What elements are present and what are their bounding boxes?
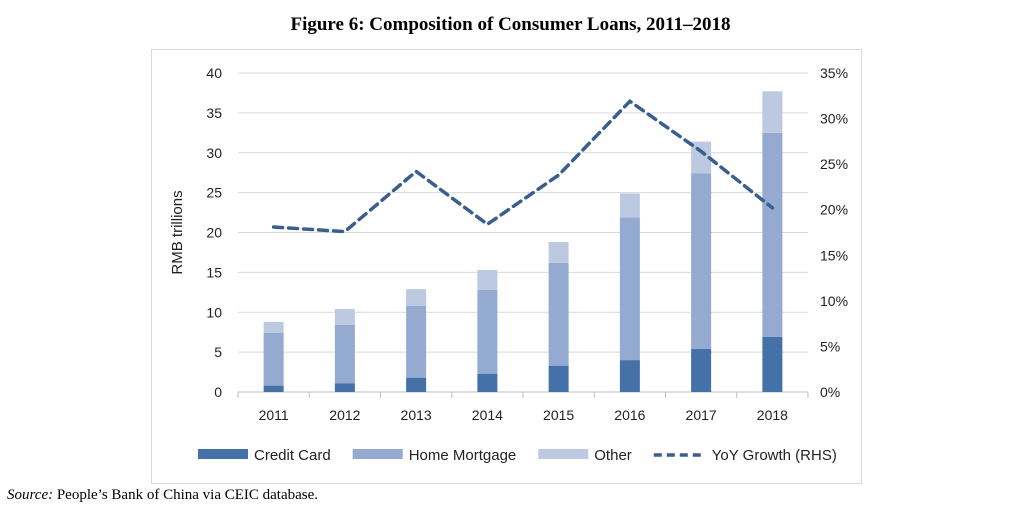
y-tick-label: 25 [206,185,222,201]
bar-credit-card [406,377,427,392]
legend-label: Home Mortgage [409,447,517,464]
source-note: Source: People’s Bank of China via CEIC … [7,487,319,503]
bar-home-mortgage [334,325,355,384]
y2-tick-label: 15% [820,247,848,263]
bar-home-mortgage [762,132,783,337]
legend-label: Other [594,447,632,464]
legend-label: YoY Growth (RHS) [712,447,837,464]
bar-credit-card [334,383,355,392]
y2-tick-label: 30% [820,111,848,127]
x-tick-label: 2016 [614,407,645,423]
legend-swatch [538,449,589,459]
bar-credit-card [263,385,284,392]
y-tick-label: 20 [206,225,222,241]
x-tick-label: 2012 [329,407,360,423]
bar-home-mortgage [619,217,640,361]
y-tick-label: 30 [206,145,222,161]
y2-tick-label: 5% [820,338,840,354]
y-tick-label: 15 [206,264,222,280]
bar-other [619,193,640,218]
y-tick-label: 0 [214,384,222,400]
y-tick-label: 35 [206,105,222,121]
y2-tick-label: 0% [820,384,840,400]
chart-frame [151,49,862,484]
bar-other [263,321,284,333]
x-tick-label: 2015 [543,407,574,423]
legend-label: Credit Card [254,447,331,464]
bar-home-mortgage [477,289,498,374]
y2-tick-label: 10% [820,293,848,309]
x-tick-label: 2017 [686,407,717,423]
bar-home-mortgage [691,173,712,349]
bar-credit-card [477,373,498,392]
bar-credit-card [762,336,783,392]
bar-other [548,242,569,263]
legend-swatch [352,449,403,459]
bar-other [406,289,427,306]
y2-tick-label: 35% [820,65,848,81]
bar-other [477,269,498,290]
chart-title: Figure 6: Composition of Consumer Loans,… [290,14,731,35]
bar-credit-card [619,360,640,392]
bar-home-mortgage [548,262,569,366]
y-tick-label: 40 [206,65,222,81]
bar-home-mortgage [406,305,427,378]
bar-other [762,91,783,133]
x-tick-label: 2014 [472,407,503,423]
bar-home-mortgage [263,332,284,386]
y-tick-label: 10 [206,304,222,320]
bar-credit-card [691,348,712,392]
yoy-growth-line [271,98,775,234]
y2-tick-label: 20% [820,202,848,218]
bar-credit-card [548,365,569,392]
legend-swatch [198,449,248,459]
x-tick-label: 2013 [401,407,432,423]
x-tick-label: 2011 [259,407,289,423]
x-tick-label: 2018 [757,407,788,423]
y-tick-label: 5 [214,344,222,360]
y-axis-label: RMB trillions [169,190,186,274]
bar-other [334,309,355,326]
y2-tick-label: 25% [820,156,848,172]
